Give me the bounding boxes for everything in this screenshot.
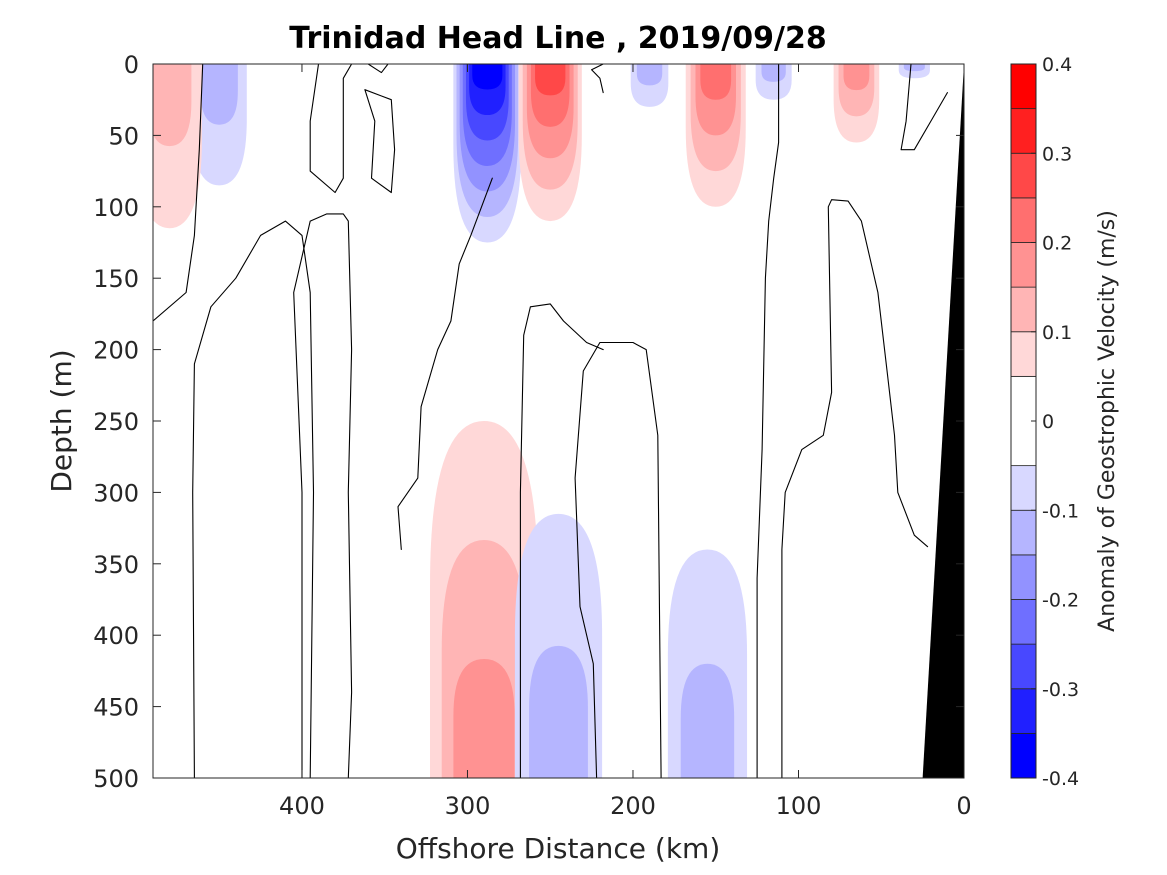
y-tick-label: 150 [93, 265, 139, 293]
colorbar: 0.4 0.3 0.2 0.1 0 -0.1 -0.2 -0.3 -0.4 [1010, 54, 1079, 790]
x-tick-label: 100 [776, 792, 822, 820]
anomaly-cell [153, 64, 202, 229]
contour-line [367, 64, 389, 74]
contour-line [309, 64, 353, 194]
anomaly-band [700, 64, 732, 100]
anomaly-cell [518, 64, 582, 222]
anomaly-band [843, 64, 870, 91]
colorbar-swatch [1010, 643, 1037, 690]
anomaly-cell [514, 513, 603, 778]
colorbar-tick-label: -0.2 [1042, 590, 1079, 612]
colorbar-tick-label: 0.2 [1042, 233, 1072, 255]
y-tick-label: 200 [93, 337, 139, 365]
colorbar-swatch [1010, 599, 1037, 645]
y-tick-label: 400 [93, 622, 139, 650]
contour-line [900, 64, 948, 151]
colorbar-tick-label: -0.1 [1042, 500, 1079, 522]
anomaly-cell [630, 64, 669, 107]
x-tick-label: 400 [279, 792, 325, 820]
colorbar-swatch [1010, 331, 1037, 377]
y-tick-label: 100 [93, 194, 139, 222]
x-tick-label: 200 [610, 792, 656, 820]
zero-contours [153, 64, 948, 778]
colorbar-swatch [1010, 509, 1037, 556]
anomaly-cell [833, 64, 880, 143]
anomaly-cell [898, 64, 930, 79]
contour-line [192, 220, 315, 778]
anomaly-band [529, 645, 588, 778]
contour-line [153, 64, 204, 322]
anomaly-band [636, 64, 663, 86]
contour-line [574, 341, 662, 778]
colorbar-tick-label: 0 [1042, 411, 1054, 433]
anomaly-cell [191, 64, 247, 186]
colorbar-tick-label: -0.4 [1042, 768, 1079, 790]
y-tick-label: 450 [93, 694, 139, 722]
colorbar-swatch [1010, 554, 1037, 600]
contour-line [781, 199, 929, 778]
colorbar-swatch [1010, 242, 1037, 288]
colorbar-swatch [1010, 465, 1037, 511]
y-tick-label: 300 [93, 479, 139, 507]
plot-content [153, 64, 964, 778]
x-axis: 400 300 200 100 0 [279, 64, 972, 820]
anomaly-cell [667, 549, 748, 778]
colorbar-swatch [1010, 732, 1037, 779]
anomaly-band [472, 64, 503, 90]
anomaly-band [680, 663, 735, 778]
contour-line [756, 64, 780, 778]
contour-line [591, 64, 604, 94]
anomaly-cell [755, 64, 792, 100]
anomaly-band [903, 64, 925, 72]
colorbar-tick-label: 0.1 [1042, 322, 1072, 344]
contour-line [397, 177, 493, 551]
colorbar-swatch [1010, 108, 1037, 154]
y-axis-label: Depth (m) [45, 349, 78, 492]
colorbar-label: Anomaly of Geostrophic Velocity (m/s) [1095, 210, 1120, 632]
anomaly-band [200, 64, 238, 125]
colorbar-tick-label: 0.3 [1042, 143, 1072, 165]
colorbar-swatch [1010, 152, 1037, 199]
colorbar-tick-label: 0.4 [1042, 54, 1072, 76]
x-axis-label: Offshore Distance (km) [396, 832, 721, 865]
bathymetry-wedge [922, 64, 964, 778]
colorbar-swatch [1010, 286, 1037, 333]
anomaly-cell [685, 64, 746, 207]
y-tick-label: 350 [93, 551, 139, 579]
anomaly-band [453, 659, 515, 778]
anomaly-band [761, 64, 786, 82]
x-tick-label: 0 [956, 792, 971, 820]
y-tick-label: 50 [108, 122, 139, 150]
anomaly-cell [430, 421, 539, 778]
anomaly-cell [453, 64, 522, 243]
y-tick-label: 0 [124, 51, 139, 79]
chart-title: Trinidad Head Line , 2019/09/28 [289, 21, 826, 56]
colorbar-swatch [1010, 197, 1037, 243]
contour-line [519, 303, 604, 778]
colorbar-tick-label: -0.3 [1042, 679, 1079, 701]
colorbar-swatch [1010, 63, 1037, 110]
colorbar-swatch [1010, 688, 1037, 734]
anomaly-band [153, 64, 192, 147]
x-tick-label: 300 [445, 792, 491, 820]
contour-line [364, 89, 396, 194]
y-tick-label: 500 [93, 765, 139, 793]
y-tick-label: 250 [93, 408, 139, 436]
anomaly-band [535, 64, 566, 96]
contour-line [293, 213, 353, 778]
y-axis: 0 50 100 150 200 250 300 350 400 450 500 [93, 51, 964, 793]
